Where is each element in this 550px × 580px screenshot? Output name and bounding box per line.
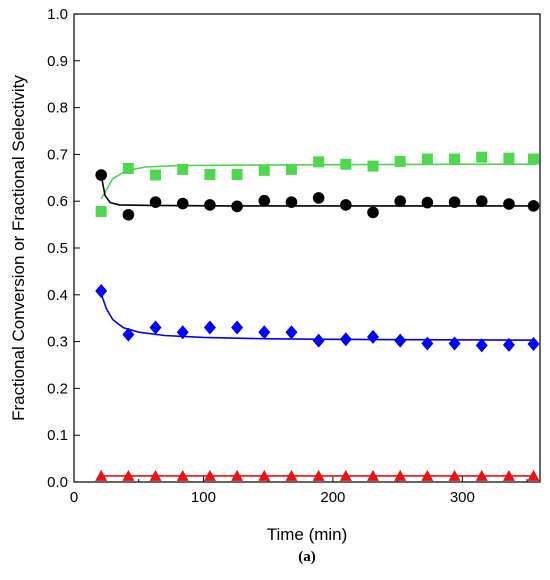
triangle-marker — [176, 469, 189, 481]
diamond-marker — [285, 325, 298, 340]
triangle-marker — [285, 469, 298, 481]
diamond-marker — [421, 336, 434, 351]
plot-frame — [73, 13, 541, 483]
diamond-marker — [367, 329, 380, 344]
triangle-marker — [502, 469, 515, 481]
square-marker — [258, 164, 270, 176]
fit-curves — [100, 163, 537, 477]
y-tick-label: 0.9 — [47, 53, 68, 70]
y-tick-label: 0.0 — [47, 474, 68, 491]
diamond-marker — [527, 336, 540, 351]
square-marker — [449, 153, 461, 165]
triangle-marker — [394, 469, 407, 481]
diamond-marker — [258, 325, 271, 340]
circle-marker — [448, 196, 461, 208]
triangle-marker — [475, 469, 488, 481]
square-marker — [476, 151, 488, 163]
square-marker — [528, 153, 540, 165]
diamond-marker — [203, 320, 216, 335]
triangle-marker — [122, 469, 135, 481]
square-marker — [503, 152, 515, 164]
diamond-marker — [339, 332, 352, 347]
triangle-marker — [448, 469, 461, 481]
circle-marker — [527, 200, 540, 212]
circle-marker — [149, 196, 162, 208]
triangle-marker — [95, 469, 108, 481]
circle-marker — [421, 196, 434, 209]
circle-marker — [394, 195, 407, 207]
circle-marker — [367, 206, 379, 219]
circle-marker — [340, 199, 352, 211]
y-tick-label: 0.1 — [47, 427, 68, 444]
square-marker — [340, 158, 352, 170]
y-axis-ticks: 0.0 0.1 0.2 0.3 0.4 0.5 0.6 0.7 0.8 0.9 1.0 — [47, 6, 80, 491]
square-marker — [367, 160, 379, 172]
diamond-marker — [149, 320, 162, 335]
square-marker — [231, 169, 243, 181]
square-marker — [421, 153, 433, 165]
square-marker — [285, 163, 297, 175]
square-marker — [150, 169, 162, 181]
square-marker — [394, 155, 406, 167]
triangle-marker — [203, 469, 216, 481]
circle-marker — [475, 195, 488, 207]
y-tick-label: 0.7 — [47, 146, 68, 163]
y-tick-label: 0.5 — [47, 240, 68, 257]
y-tick-label: 1.0 — [47, 6, 68, 23]
y-axis-title: Fractional Conversion or Fractional Sele… — [9, 75, 28, 421]
circle-marker — [312, 192, 325, 204]
x-tick-label: 300 — [450, 489, 475, 506]
diamond-marker — [231, 320, 244, 335]
diamond-marker — [394, 333, 407, 348]
diamond-fit-line — [100, 293, 537, 341]
diamond-marker — [122, 327, 135, 342]
y-tick-label: 0.6 — [47, 193, 68, 210]
triangle-marker — [367, 469, 380, 481]
triangle-marker — [258, 469, 271, 481]
circle-marker — [176, 197, 189, 210]
circle-marker — [285, 196, 298, 208]
triangle-marker — [339, 469, 352, 481]
circle-marker — [122, 208, 135, 221]
diamond-marker — [95, 284, 108, 299]
square-marker — [204, 169, 216, 181]
circle-marker — [204, 199, 216, 211]
circle-marker — [258, 194, 271, 207]
data-markers — [95, 151, 540, 481]
square-marker — [313, 156, 325, 168]
circle-marker — [95, 169, 107, 181]
square-marker — [95, 205, 107, 217]
x-tick-label: 0 — [70, 489, 78, 506]
figure-caption: (a) — [298, 549, 316, 565]
diamond-marker — [176, 325, 189, 340]
triangle-marker — [149, 469, 162, 481]
diamond-marker — [448, 336, 461, 351]
square-marker — [177, 163, 189, 175]
diamond-marker — [475, 338, 488, 353]
diamond-marker — [312, 333, 325, 348]
y-tick-label: 0.4 — [47, 287, 68, 304]
x-axis-ticks: 0 100 200 300 — [70, 476, 528, 506]
triangle-marker — [527, 469, 540, 481]
square-marker — [122, 162, 134, 174]
y-tick-label: 0.8 — [47, 100, 68, 117]
circle-marker — [231, 200, 243, 213]
x-tick-label: 200 — [320, 489, 345, 506]
y-tick-label: 0.3 — [47, 334, 68, 351]
circle-marker — [503, 198, 515, 210]
diamond-marker — [502, 337, 515, 352]
triangle-marker — [312, 469, 325, 481]
triangle-marker — [231, 469, 244, 481]
x-axis-title: Time (min) — [267, 525, 348, 544]
x-tick-label: 100 — [191, 489, 216, 506]
triangle-marker — [421, 469, 434, 481]
y-tick-label: 0.2 — [47, 380, 68, 397]
